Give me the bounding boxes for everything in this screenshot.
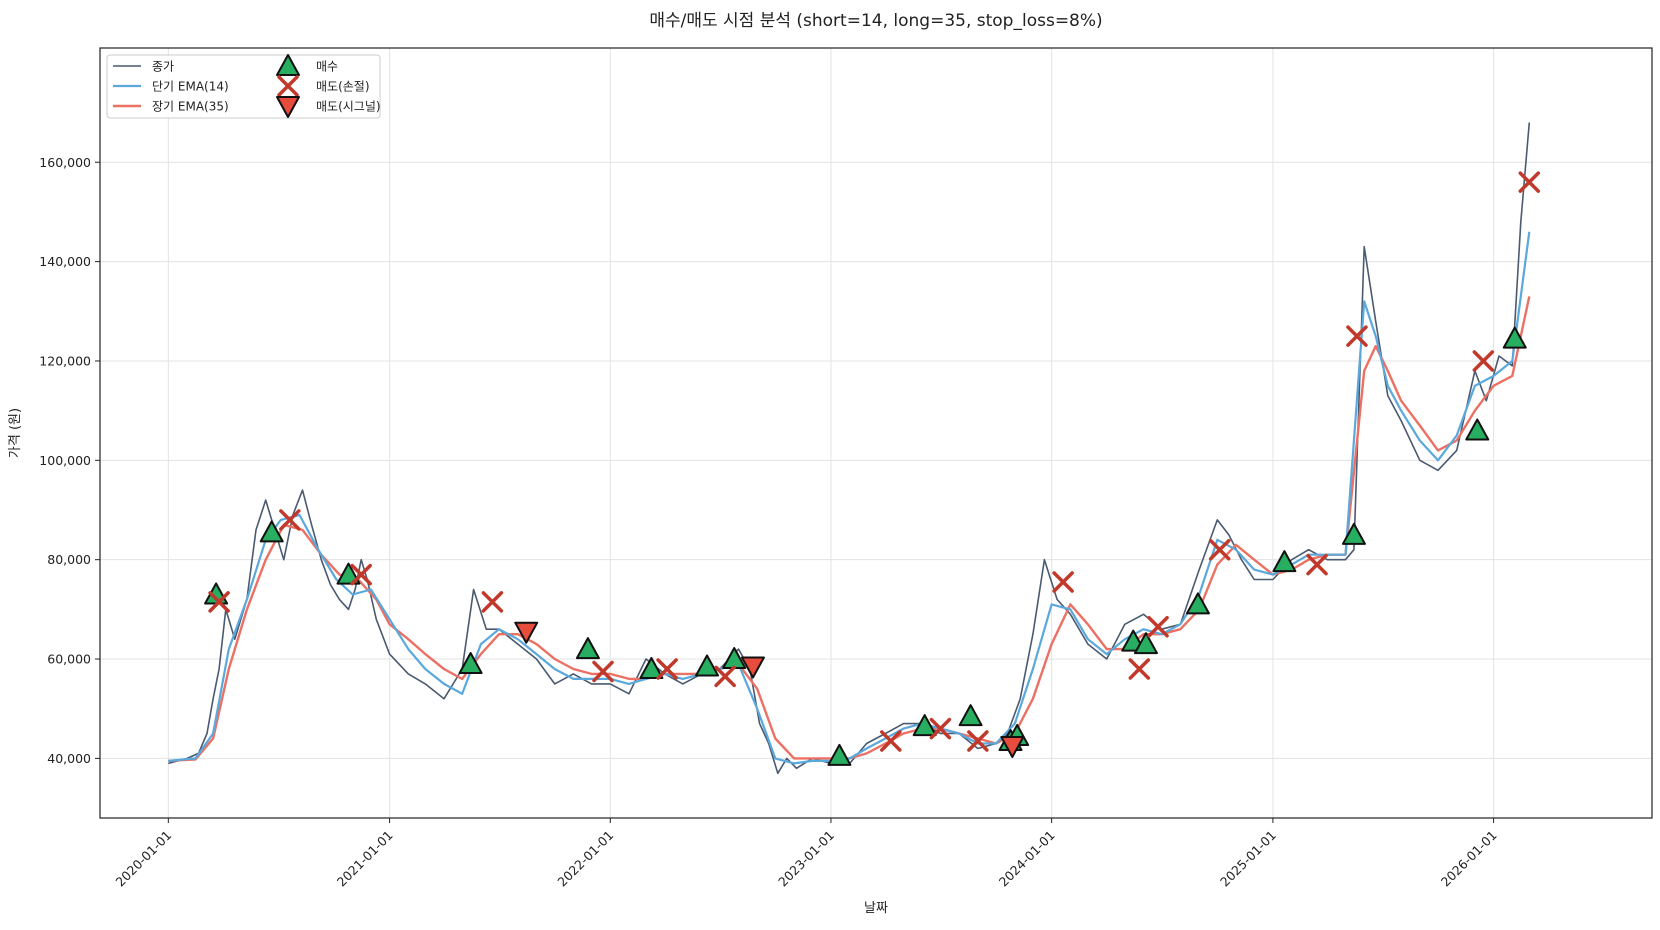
legend-buy-swatch <box>276 54 300 77</box>
plot-frame <box>99 47 1653 819</box>
legend-signal-sell-swatch <box>276 95 300 118</box>
signal-sell-marker <box>1000 735 1025 758</box>
legend-label: 종가 <box>152 60 174 74</box>
buy-marker <box>1341 522 1366 545</box>
x-axis-label: 날짜 <box>864 901 888 916</box>
stop-loss-sell-marker <box>714 665 736 688</box>
buy-marker <box>1185 592 1210 615</box>
series-line-0 <box>168 122 1531 775</box>
stop-loss-sell-marker <box>592 660 614 683</box>
legend-label: 매수 <box>316 60 338 74</box>
stop-loss-sell-marker <box>880 730 902 752</box>
chart-title: 매수/매도 시점 분석 (short=14, long=35, stop_los… <box>649 11 1102 31</box>
buy-marker <box>1465 418 1490 441</box>
stop-loss-sell-marker <box>481 591 504 613</box>
buy-marker <box>575 637 600 660</box>
stop-loss-sell-marker <box>1208 538 1231 561</box>
stop-loss-sell-marker <box>208 591 230 613</box>
buy-marker <box>695 654 720 677</box>
buy-marker <box>458 652 483 675</box>
series-line-2 <box>168 296 1531 763</box>
buy-marker <box>958 704 983 727</box>
stop-loss-sell-marker <box>279 509 301 531</box>
stop-loss-sell-marker <box>1306 553 1328 576</box>
signal-sell-marker <box>514 621 539 644</box>
stop-loss-sell-marker <box>656 658 678 680</box>
legend-box <box>106 54 381 119</box>
stop-loss-sell-marker <box>1472 350 1495 372</box>
y-tick-label: 120,000 <box>39 353 91 368</box>
legend-label: 매도(손절) <box>316 80 370 94</box>
stop-loss-sell-marker <box>967 730 989 752</box>
legend-label: 단기 EMA(14) <box>152 80 229 94</box>
buy-marker <box>1272 550 1297 573</box>
buy-marker <box>827 743 852 766</box>
y-tick-label: 40,000 <box>47 751 91 766</box>
legend-label: 매도(시그널) <box>316 100 381 114</box>
series-layer <box>168 122 1531 775</box>
stop-loss-sell-marker <box>1147 615 1169 638</box>
buy-marker <box>912 714 937 737</box>
signal-sell-marker <box>740 656 765 679</box>
stop-loss-sell-marker <box>929 717 952 740</box>
y-tick-label: 140,000 <box>39 254 91 269</box>
y-tick-label: 100,000 <box>39 453 91 468</box>
buy-marker <box>1133 632 1158 655</box>
stop-loss-sell-marker <box>1128 658 1151 680</box>
marker-layer <box>204 171 1541 766</box>
stop-loss-sell-marker <box>1052 571 1074 593</box>
legend-label: 장기 EMA(35) <box>152 100 229 114</box>
buy-marker <box>639 656 664 679</box>
buy-marker <box>336 562 361 585</box>
series-line-1 <box>168 231 1531 765</box>
buy-marker <box>259 520 284 543</box>
y-tick-label: 60,000 <box>47 652 91 667</box>
grid <box>100 48 1652 818</box>
stop-loss-sell-marker <box>1518 171 1541 193</box>
y-tick-label: 80,000 <box>47 552 91 567</box>
buy-marker <box>1502 326 1527 349</box>
y-tick-label: 160,000 <box>39 155 91 170</box>
legend-stop-loss-swatch <box>277 75 299 97</box>
stop-loss-sell-marker <box>1346 325 1368 347</box>
stop-loss-sell-marker <box>350 563 372 586</box>
y-axis-label: 가격 (원) <box>8 408 23 458</box>
